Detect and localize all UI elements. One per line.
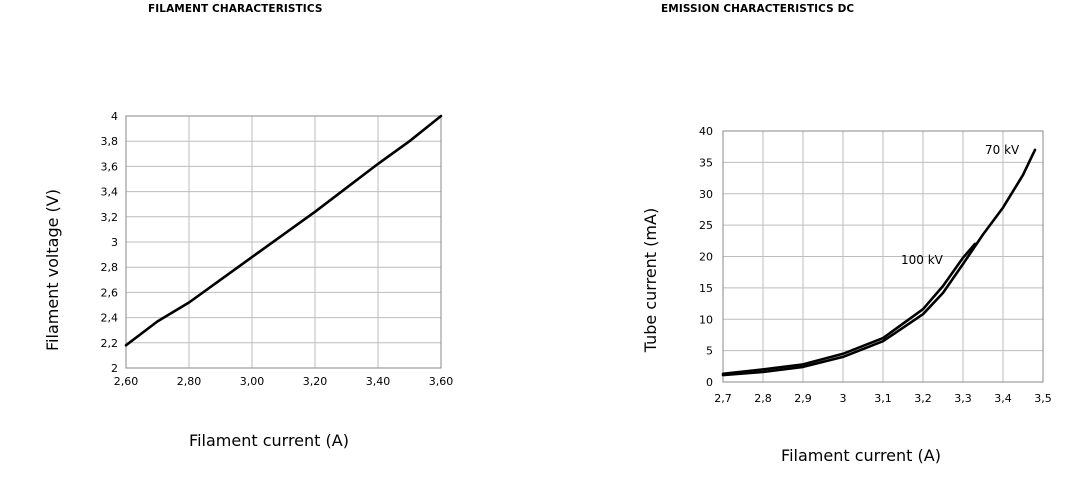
- series-annotation: 70 kV: [985, 143, 1020, 157]
- y-tick-label: 30: [699, 188, 713, 201]
- y-tick-label: 2,2: [101, 337, 119, 350]
- y-tick-label: 10: [699, 313, 713, 326]
- x-tick-label: 2,8: [754, 392, 772, 405]
- x-tick-label: 2,7: [714, 392, 732, 405]
- x-tick-label: 3,3: [954, 392, 972, 405]
- chart-title: EMISSION CHARACTERISTICS DC: [661, 3, 855, 15]
- y-tick-label: 2,8: [101, 261, 119, 274]
- chart-title: FILAMENT CHARACTERISTICS: [148, 3, 323, 15]
- x-tick-label: 2,60: [114, 375, 139, 388]
- y-axis-label: Tube current (mA): [641, 208, 660, 353]
- y-tick-label: 0: [706, 376, 713, 389]
- y-tick-label: 25: [699, 219, 713, 232]
- y-tick-label: 4: [111, 110, 118, 123]
- y-tick-label: 35: [699, 156, 713, 169]
- y-tick-label: 40: [699, 125, 713, 138]
- y-tick-label: 20: [699, 251, 713, 264]
- y-tick-label: 3,6: [101, 160, 119, 173]
- series-annotation: 100 kV: [901, 253, 944, 267]
- emission-characteristics-chart: 2,7 2,8 2,9 3 3,1 3,2 3,3 3,4 3,5 0 5 10 15 20 25 30 35 4…: [641, 125, 1052, 465]
- y-axis-label: Filament voltage (V): [43, 189, 62, 351]
- y-tick-label: 3,8: [101, 135, 119, 148]
- x-tick-label: 3,2: [914, 392, 932, 405]
- plot-frame: [125, 115, 442, 369]
- y-tick-label: 2: [111, 362, 118, 375]
- x-tick-label: 2,80: [177, 375, 202, 388]
- x-tick-label: 3: [840, 392, 847, 405]
- y-tick-label: 15: [699, 282, 713, 295]
- x-axis-label: Filament current (A): [781, 446, 941, 465]
- series-line-0: [721, 148, 1037, 377]
- x-tick-label: 3,40: [366, 375, 391, 388]
- y-tick-label: 3: [111, 236, 118, 249]
- filament-characteristics-chart: 2,60 2,80 3,00 3,20 3,40 3,60 2 2,2 2,4 2,6 2,8 3 3,…: [43, 110, 454, 450]
- y-tick-label: 5: [706, 345, 713, 358]
- filament-characteristics-panel: FILAMENT CHARACTERISTICS 2,60 2,80 3,00 3,2…: [43, 3, 454, 450]
- y-tick-label: 3,2: [101, 211, 119, 224]
- series-line-0: [124, 114, 443, 347]
- series-line-1: [721, 242, 977, 376]
- x-tick-label: 3,1: [874, 392, 892, 405]
- x-tick-label: 3,4: [994, 392, 1012, 405]
- y-tick-label: 3,4: [101, 186, 119, 199]
- x-tick-label: 3,60: [429, 375, 454, 388]
- x-tick-label: 3,5: [1034, 392, 1052, 405]
- y-tick-label: 2,4: [101, 312, 119, 325]
- x-axis-label: Filament current (A): [189, 431, 349, 450]
- y-tick-label: 2,6: [101, 286, 119, 299]
- x-tick-label: 2,9: [794, 392, 812, 405]
- emission-characteristics-panel: EMISSION CHARACTERISTICS DC 2,7 2,8 2,9 3 3,…: [538, 0, 1076, 478]
- x-tick-label: 3,00: [240, 375, 265, 388]
- x-tick-label: 3,20: [303, 375, 328, 388]
- plot-frame: [722, 130, 1044, 383]
